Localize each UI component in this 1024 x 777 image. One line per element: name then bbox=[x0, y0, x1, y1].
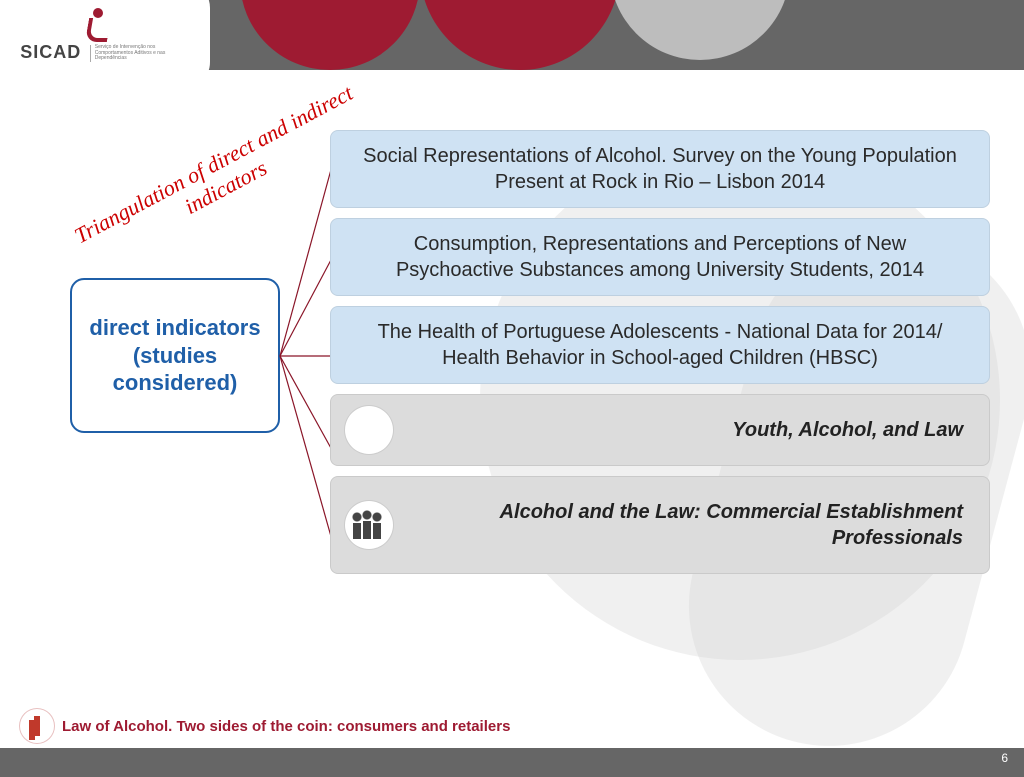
source-box: direct indicators (studies considered) bbox=[70, 278, 280, 433]
logo-figure-icon bbox=[83, 8, 107, 40]
logo-text: SICAD bbox=[20, 42, 81, 62]
page-number: 6 bbox=[1001, 751, 1008, 765]
thumb-icon bbox=[345, 501, 393, 549]
source-box-label: direct indicators (studies considered) bbox=[84, 314, 266, 397]
study-item: Alcohol and the Law: Commercial Establis… bbox=[330, 476, 990, 574]
study-item-text: Youth, Alcohol, and Law bbox=[732, 419, 963, 441]
items-column: Social Representations of Alcohol. Surve… bbox=[330, 130, 990, 584]
study-item: Consumption, Representations and Percept… bbox=[330, 218, 990, 296]
study-item: Youth, Alcohol, and Law bbox=[330, 394, 990, 466]
study-item: The Health of Portuguese Adolescents - N… bbox=[330, 306, 990, 384]
annotation-rotated: Triangulation of direct and indirect ind… bbox=[66, 78, 373, 275]
study-item: Social Representations of Alcohol. Surve… bbox=[330, 130, 990, 208]
slide: SICAD Serviço de Intervenção nos Comport… bbox=[0, 0, 1024, 768]
study-item-text: Consumption, Representations and Percept… bbox=[396, 233, 924, 281]
thumb-icon bbox=[345, 406, 393, 454]
study-item-text: The Health of Portuguese Adolescents - N… bbox=[378, 321, 943, 369]
footer-icon bbox=[20, 709, 54, 743]
footer-text: Law of Alcohol. Two sides of the coin: c… bbox=[62, 718, 510, 735]
study-item-text: Alcohol and the Law: Commercial Establis… bbox=[500, 501, 963, 549]
page-number-strip: 6 bbox=[0, 748, 1024, 768]
logo-panel: SICAD Serviço de Intervenção nos Comport… bbox=[0, 0, 210, 90]
logo-subtext: Serviço de Intervenção nos Comportamento… bbox=[90, 45, 170, 62]
study-item-text: Social Representations of Alcohol. Surve… bbox=[363, 145, 957, 193]
sicad-logo: SICAD Serviço de Intervenção nos Comport… bbox=[20, 8, 169, 63]
footer: Law of Alcohol. Two sides of the coin: c… bbox=[0, 706, 1024, 746]
